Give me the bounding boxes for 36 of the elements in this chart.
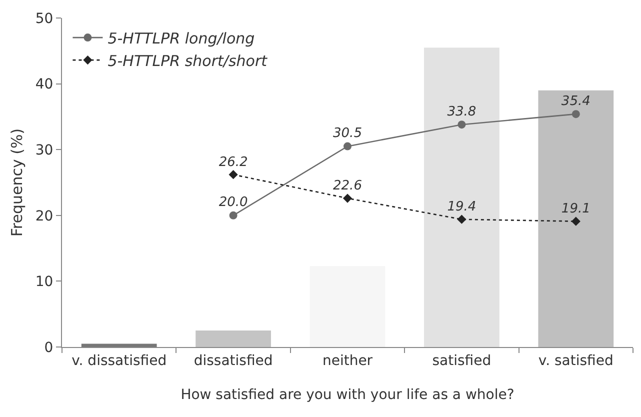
point (457, 214, 466, 224)
data-label: 33.8 (447, 104, 476, 120)
x-tick-label: neither (322, 352, 373, 369)
bar (310, 266, 386, 347)
point (458, 120, 466, 129)
x-tick-label: v. dissatisfied (72, 352, 167, 369)
data-label: 20.0 (218, 195, 248, 210)
bar (424, 48, 500, 347)
data-label: 35.4 (561, 94, 590, 109)
x-tick-label: v. satisfied (538, 352, 614, 369)
legend-label: 5-HTTLPR long/long (108, 29, 255, 48)
data-label: 19.4 (447, 200, 476, 215)
point (344, 142, 352, 150)
y-tick-label: 40 (35, 76, 54, 93)
bar (196, 330, 271, 347)
data-label: 26.2 (218, 154, 248, 170)
data-label: 19.1 (561, 202, 590, 217)
point (229, 211, 238, 220)
y-tick-label: 10 (35, 274, 54, 290)
legend-label: 5-HTTLPR short/short (108, 52, 268, 70)
x-tick-label: dissatisfied (194, 352, 273, 369)
y-tick-label: 50 (35, 10, 54, 27)
y-tick-label: 20 (35, 208, 54, 224)
bar (538, 90, 614, 347)
point (572, 110, 580, 118)
bar (81, 344, 157, 347)
point (571, 216, 580, 226)
point (342, 194, 352, 203)
data-label: 22.6 (333, 178, 362, 194)
y-tick-label: 30 (35, 142, 54, 158)
y-tick-label: 0 (44, 340, 54, 356)
y-axis-title: Frequency (%) (8, 128, 26, 237)
x-axis-title: How satisfied are you with your life as a whole? (180, 387, 514, 403)
x-tick-label: satisfied (432, 352, 492, 369)
point (228, 170, 238, 180)
data-label: 30.5 (333, 126, 362, 142)
